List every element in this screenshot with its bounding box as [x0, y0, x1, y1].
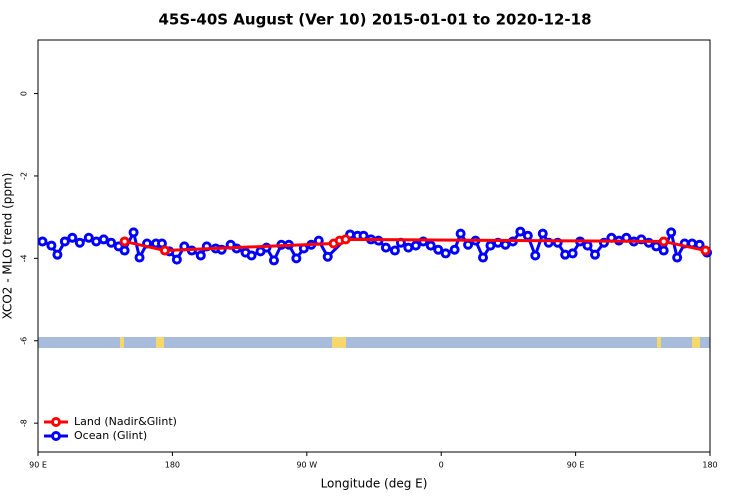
point [672, 252, 683, 263]
point [134, 252, 145, 263]
point [389, 245, 400, 256]
land-mask [38, 337, 710, 348]
point [530, 250, 541, 261]
point [658, 245, 669, 256]
point [268, 255, 279, 266]
point [582, 240, 593, 251]
legend-marker [51, 417, 61, 427]
mask-land [657, 337, 661, 348]
point [37, 236, 48, 247]
point [74, 237, 85, 248]
mask-band [38, 337, 710, 348]
point [537, 228, 548, 239]
plot-frame [37, 39, 711, 453]
legend-label: Land (Nadir&Glint) [74, 415, 177, 428]
point [651, 241, 662, 252]
point [340, 234, 351, 245]
chart-title: 45S-40S August (Ver 10) 2015-01-01 to 20… [158, 11, 591, 29]
point [500, 239, 511, 250]
point [59, 236, 70, 247]
legend-marker [51, 431, 61, 441]
point [658, 236, 669, 247]
y-tick-label: -8 [20, 419, 29, 427]
point [425, 240, 436, 251]
x-tick-label: 0 [439, 461, 444, 470]
point [119, 245, 130, 256]
point [46, 240, 57, 251]
y-tick-label: -2 [20, 172, 29, 180]
mask-land [332, 337, 346, 348]
point [485, 240, 496, 251]
point [590, 249, 601, 260]
x-tick-label: 180 [165, 461, 180, 470]
mask-land [120, 337, 124, 348]
point [98, 234, 109, 245]
point [380, 242, 391, 253]
point [410, 240, 421, 251]
point [128, 227, 139, 238]
y-tick-label: 0 [20, 91, 29, 96]
point [83, 232, 94, 243]
point [700, 245, 711, 256]
point [449, 244, 460, 255]
point [433, 244, 444, 255]
x-tick-label: 90 E [567, 461, 585, 470]
point [567, 248, 578, 259]
y-axis-label: XCO2 - MLO trend (ppm) [1, 173, 15, 320]
point [403, 242, 414, 253]
y-tick-label: -6 [20, 337, 29, 345]
mask-land [156, 337, 164, 348]
point [455, 228, 466, 239]
point [478, 252, 489, 263]
x-axis-label: Longitude (deg E) [321, 477, 428, 491]
point [106, 237, 117, 248]
point [440, 248, 451, 259]
point [171, 254, 182, 265]
x-tick-label: 90 W [296, 461, 317, 470]
point [463, 239, 474, 250]
point [159, 245, 170, 256]
point [119, 236, 130, 247]
point [246, 250, 257, 261]
point [195, 250, 206, 261]
point [515, 226, 526, 237]
point [666, 227, 677, 238]
point [522, 230, 533, 241]
point [52, 249, 63, 260]
x-tick-label: 180 [702, 461, 717, 470]
point [560, 249, 571, 260]
y-tick-label: -4 [20, 254, 29, 262]
legend-label: Ocean (Glint) [74, 429, 147, 442]
point [91, 236, 102, 247]
point [67, 232, 78, 243]
x-tick-label: 90 E [29, 461, 47, 470]
point [322, 251, 333, 262]
point [291, 253, 302, 264]
mask-land [692, 337, 700, 348]
